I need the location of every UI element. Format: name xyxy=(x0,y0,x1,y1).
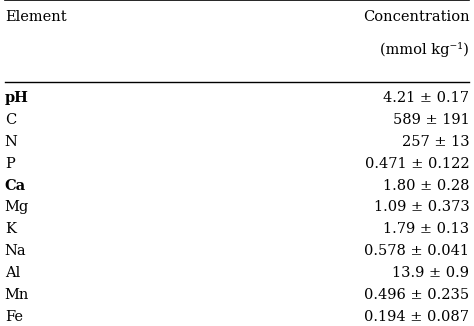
Text: K: K xyxy=(5,222,16,236)
Text: Fe: Fe xyxy=(5,310,23,324)
Text: 0.496 ± 0.235: 0.496 ± 0.235 xyxy=(364,288,469,302)
Text: 4.21 ± 0.17: 4.21 ± 0.17 xyxy=(383,91,469,105)
Text: 1.79 ± 0.13: 1.79 ± 0.13 xyxy=(383,222,469,236)
Text: P: P xyxy=(5,157,15,171)
Text: Al: Al xyxy=(5,266,20,280)
Text: 0.194 ± 0.087: 0.194 ± 0.087 xyxy=(364,310,469,324)
Text: Ca: Ca xyxy=(5,179,26,193)
Text: Element: Element xyxy=(5,10,66,23)
Text: Na: Na xyxy=(5,244,27,258)
Text: Mg: Mg xyxy=(5,200,29,215)
Text: 1.80 ± 0.28: 1.80 ± 0.28 xyxy=(383,179,469,193)
Text: pH: pH xyxy=(5,91,28,105)
Text: (mmol kg⁻¹): (mmol kg⁻¹) xyxy=(380,42,469,57)
Text: 589 ± 191: 589 ± 191 xyxy=(392,113,469,127)
Text: Concentration: Concentration xyxy=(363,10,469,23)
Text: 13.9 ± 0.9: 13.9 ± 0.9 xyxy=(392,266,469,280)
Text: 0.578 ± 0.041: 0.578 ± 0.041 xyxy=(364,244,469,258)
Text: 257 ± 13: 257 ± 13 xyxy=(401,135,469,149)
Text: 1.09 ± 0.373: 1.09 ± 0.373 xyxy=(374,200,469,215)
Text: 0.471 ± 0.122: 0.471 ± 0.122 xyxy=(365,157,469,171)
Text: N: N xyxy=(5,135,18,149)
Text: C: C xyxy=(5,113,16,127)
Text: Mn: Mn xyxy=(5,288,29,302)
